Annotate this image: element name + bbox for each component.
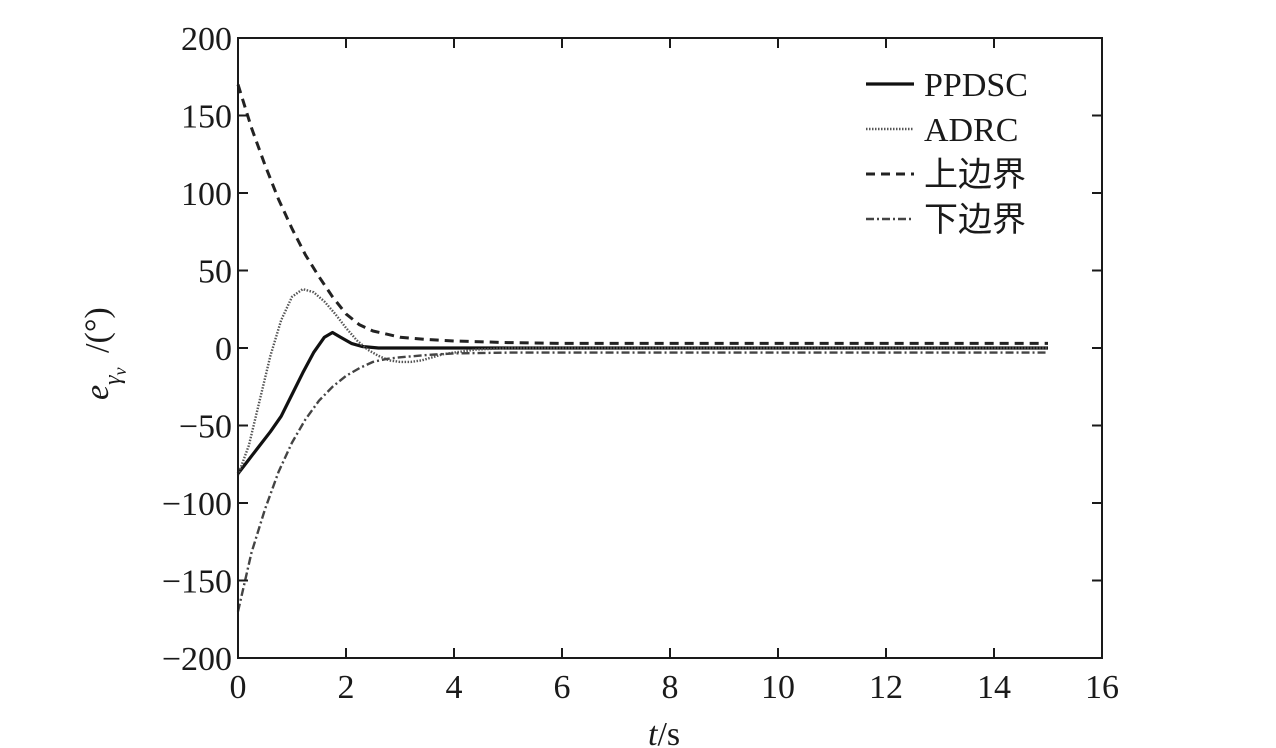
y-tick-label: 0: [215, 331, 232, 368]
y-axis-var: e: [79, 385, 116, 400]
y-tick-label: 200: [181, 21, 232, 58]
x-tick-label: 6: [554, 669, 571, 706]
y-axis-subscript: γ: [100, 375, 126, 385]
y-axis-subsubscript: v: [110, 367, 130, 375]
series-line: [236, 84, 1048, 345]
y-tick-label: −200: [162, 641, 232, 678]
legend-label: ADRC: [924, 112, 1018, 149]
y-tick-label: 50: [198, 254, 232, 291]
series-line: [236, 330, 1048, 475]
x-tick-label: 16: [1085, 669, 1119, 706]
y-axis-unit: /(°): [79, 307, 116, 361]
legend-label: 上边界: [924, 157, 1026, 194]
series-line: [236, 287, 1048, 476]
x-axis-label: t/s: [648, 716, 680, 748]
y-axis-label-text: eγv /(°): [79, 307, 130, 400]
x-axis-var: t: [648, 716, 659, 748]
axis-ticks: 0 2 4 6 8 10 12 14 16 200 150 100 50 0 −50 −100 −150 −200: [162, 21, 1119, 706]
x-tick-label: 4: [446, 669, 463, 706]
x-tick-label: 8: [662, 669, 679, 706]
legend-label: PPDSC: [924, 67, 1028, 104]
x-tick-label: 10: [761, 669, 795, 706]
x-tick-label: 14: [977, 669, 1011, 706]
plot-lines: [236, 84, 1048, 612]
y-tick-label: 150: [181, 99, 232, 136]
series-line: [236, 351, 1048, 612]
y-tick-label: 100: [181, 176, 232, 213]
legend-label: 下边界: [924, 202, 1026, 239]
y-axis-label: eγv /(°): [79, 307, 130, 400]
x-tick-label: 2: [338, 669, 355, 706]
y-tick-label: −100: [162, 486, 232, 523]
x-tick-label: 12: [869, 669, 903, 706]
y-tick-label: −50: [179, 409, 232, 446]
x-tick-label: 0: [230, 669, 247, 706]
x-axis-unit: /s: [657, 716, 680, 748]
y-tick-label: −150: [162, 564, 232, 601]
